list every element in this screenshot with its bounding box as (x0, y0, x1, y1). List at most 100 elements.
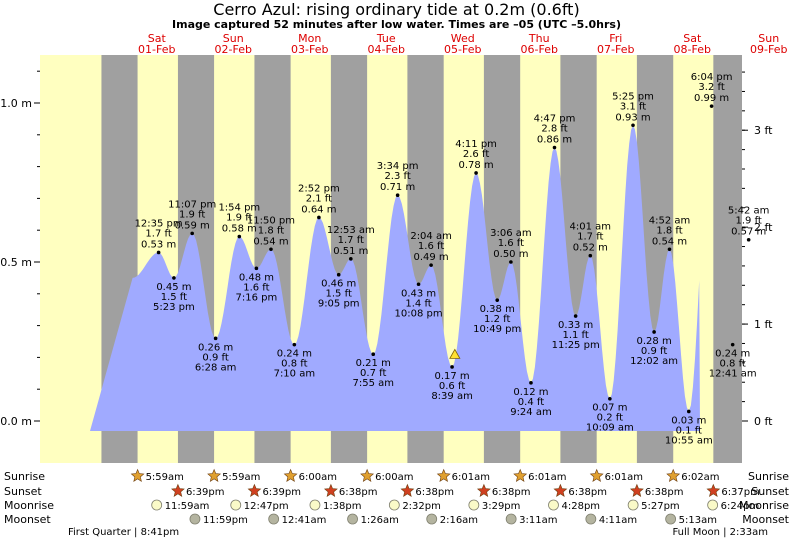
tide-height-ft-label: 0.9 ft (202, 352, 228, 363)
sunset-icon (553, 483, 568, 497)
tide-height-ft-label: 1.2 ft (484, 314, 510, 325)
moonset-time-label: 5:13am (679, 515, 717, 526)
sunset-time-label: 6:39pm (262, 487, 301, 498)
tide-height-ft-label: 1.8 ft (258, 225, 284, 236)
moonset-time-label: 1:26am (361, 515, 399, 526)
tide-time-label: 11:25 pm (552, 340, 600, 351)
sunset-icon (171, 483, 185, 497)
tide-height-m-label: 0.45 m (156, 282, 191, 293)
tide-point (474, 171, 478, 175)
tide-height-m-label: 0.24 m (715, 349, 750, 360)
tide-height-ft-label: 3.1 ft (620, 101, 646, 112)
tide-height-m-label: 0.28 m (637, 336, 672, 347)
tide-time-label: 10:49 pm (473, 324, 521, 335)
day-of-week-label: Sat (683, 32, 702, 45)
moonrise-icon (230, 499, 242, 511)
moonrise-time-label: 4:28pm (561, 501, 600, 512)
tide-point (667, 247, 672, 252)
tide-height-m-label: 0.99 m (694, 93, 729, 104)
tide-point (509, 260, 513, 264)
tide-height-ft-label: 0.1 ft (676, 425, 702, 436)
tide-time-label: 7:10 am (274, 369, 316, 380)
y-left-tick-label: 0.0 m (0, 415, 32, 428)
tide-point (292, 342, 297, 347)
sunset-time-label: 6:39pm (186, 487, 225, 498)
day-date-label: 02-Feb (215, 43, 252, 56)
tide-height-m-label: 0.26 m (198, 342, 233, 353)
daylight-band (40, 55, 102, 463)
tide-point (317, 215, 321, 220)
moonset-icon (585, 513, 597, 525)
tide-height-ft-label: 1.8 ft (656, 225, 682, 236)
tide-height-ft-label: 0.8 ft (281, 359, 307, 370)
tide-time-label: 8:39 am (431, 391, 473, 402)
axes: 0.0 m 0.5 m 1.0 m 0 ft 1 ft 2 ft 3 ft (0, 70, 773, 428)
tide-height-ft-label: 3.2 ft (698, 82, 724, 93)
tide-height-m-label: 0.12 m (513, 387, 548, 398)
sunrise-icon (666, 468, 681, 482)
current-tide-marker (449, 348, 461, 359)
tide-time-label: 12:02 am (630, 356, 678, 367)
sunrise-icon (589, 468, 604, 482)
day-of-week-label: Mon (298, 32, 321, 45)
sunrise-time-label: 6:01am (452, 472, 490, 483)
sunrise-time-label: 5:59am (222, 472, 260, 483)
tide-height-m-label: 0.53 m (141, 239, 176, 250)
tide-height-m-label: 0.51 m (333, 246, 368, 257)
tide-time-label: 12:53 am (327, 225, 375, 236)
tide-time-label: 3:06 am (490, 228, 532, 239)
y-right-tick-label: 3 ft (754, 124, 773, 137)
sunrise-time-label: 6:00am (375, 472, 413, 483)
sunset-icon (476, 483, 491, 497)
tide-point (349, 257, 353, 261)
tide-height-ft-label: 1.7 ft (577, 232, 603, 243)
tide-height-m-label: 0.43 m (401, 288, 436, 299)
moonset-icon (189, 513, 201, 525)
y-right-tick-label: 2 ft (754, 221, 773, 234)
tide-time-label: 2:52 pm (298, 183, 340, 194)
tide-time-label: 1:54 pm (218, 203, 260, 214)
tide-height-m-label: 0.07 m (592, 403, 627, 414)
tide-height-ft-label: 1.9 ft (179, 209, 205, 220)
tide-height-ft-label: 0.6 ft (439, 381, 465, 392)
moonset-icon (426, 513, 438, 525)
sunset-time-label: 6:38pm (339, 487, 378, 498)
tide-height-m-label: 0.71 m (380, 182, 415, 193)
day-of-week-label: Fri (609, 32, 622, 45)
tide-time-label: 5:23 pm (153, 302, 195, 313)
day-of-week-label: Sun (223, 32, 244, 45)
day-date-label: 07-Feb (597, 43, 634, 56)
tide-labels: 12:35 pm1.7 ft0.53 m0.45 m1.5 ft5:23 pm1… (135, 72, 770, 446)
sunrise-row-label-right: Sunrise (748, 470, 789, 483)
y-left-tick-label: 1.0 m (0, 97, 32, 110)
sunrise-time-label: 6:00am (299, 472, 337, 483)
day-date-label: 01-Feb (138, 43, 175, 56)
tide-time-label: 9:24 am (510, 407, 552, 418)
sunset-time-label: 6:38pm (645, 487, 684, 498)
moonrise-time-label: 3:29pm (482, 501, 521, 512)
tide-height-m-label: 0.48 m (239, 272, 274, 283)
day-date-label: 06-Feb (521, 43, 558, 56)
tide-time-label: 10:55 am (665, 435, 713, 446)
sunrise-icon (436, 468, 451, 482)
moonset-icon (505, 513, 517, 525)
tide-height-m-label: 0.78 m (458, 160, 493, 171)
day-of-week-label: Sun (758, 32, 779, 45)
tide-height-m-label: 0.49 m (413, 252, 448, 263)
tide-point (336, 272, 341, 277)
tide-height-ft-label: 1.9 ft (226, 213, 252, 224)
tide-point (156, 250, 161, 255)
tide-height-ft-label: 0.2 ft (597, 413, 623, 424)
tide-height-ft-label: 2.3 ft (384, 171, 410, 182)
tide-height-m-label: 0.50 m (493, 249, 528, 260)
tide-height-ft-label: 0.8 ft (719, 359, 745, 370)
tide-height-m-label: 0.03 m (671, 415, 706, 426)
tide-point (709, 104, 714, 108)
tide-height-ft-label: 1.7 ft (338, 235, 364, 246)
chart-title: Cerro Azul: rising ordinary tide at 0.2m… (213, 0, 580, 19)
sunrise-icon (207, 468, 222, 482)
moonrise-icon (151, 499, 163, 511)
tide-point (213, 336, 218, 341)
